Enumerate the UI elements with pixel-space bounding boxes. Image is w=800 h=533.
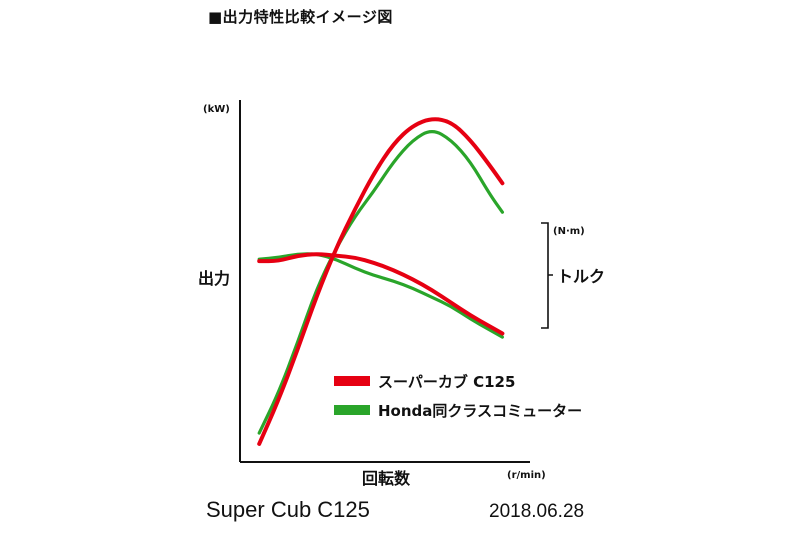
red-power-line bbox=[257, 117, 505, 446]
y-axis-label: 出力 bbox=[198, 269, 230, 288]
legend-swatch-green bbox=[334, 405, 370, 415]
y2-unit-label: (N·m) bbox=[553, 226, 585, 237]
x-unit-label: (r/min) bbox=[507, 470, 546, 481]
y-unit-label: (kW) bbox=[203, 104, 230, 115]
x-axis-label: 回転数 bbox=[362, 469, 411, 488]
green-power-line bbox=[257, 130, 504, 435]
model-name: Super Cub C125 bbox=[206, 497, 370, 522]
legend-swatch-red bbox=[334, 376, 370, 386]
legend: スーパーカブ C125 Honda同クラスコミューター bbox=[334, 373, 582, 420]
page-title: ■出力特性比較イメージ図 bbox=[208, 8, 393, 26]
torque-bracket bbox=[541, 222, 553, 329]
series-layer bbox=[257, 117, 505, 446]
date-label: 2018.06.28 bbox=[489, 501, 585, 522]
legend-label-green: Honda同クラスコミューター bbox=[378, 402, 582, 420]
green-torque-line bbox=[257, 252, 504, 339]
y2-axis-label: トルク bbox=[557, 267, 605, 286]
red-torque-line bbox=[257, 252, 505, 336]
legend-label-red: スーパーカブ C125 bbox=[378, 373, 515, 391]
